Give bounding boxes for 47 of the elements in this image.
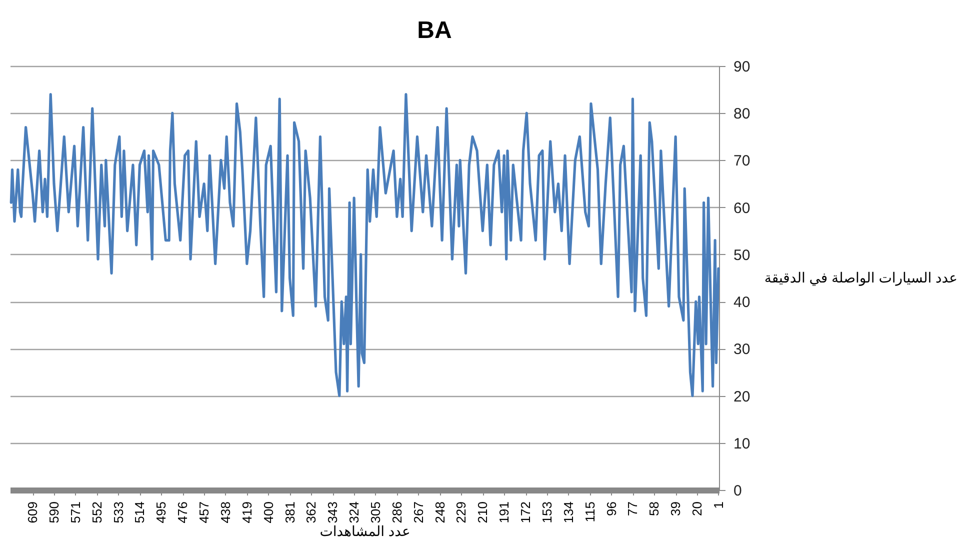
x-tick-label: 267: [410, 502, 426, 524]
y-tick-label: 30: [734, 341, 750, 358]
x-tick-label: 20: [690, 502, 704, 516]
chart-title: BA: [417, 17, 452, 44]
x-tick-label: 533: [110, 502, 126, 524]
x-axis-title: عدد المشاهدات: [320, 523, 410, 540]
x-tick-label: 134: [560, 502, 576, 524]
x-tick-label: 96: [604, 502, 619, 516]
y-tick-label: 10: [734, 435, 750, 452]
x-tick-label: 172: [518, 502, 534, 524]
x-tick-label: 248: [432, 502, 448, 524]
x-tick-label: 590: [46, 502, 62, 524]
y-axis-title: عدد السيارات الواصلة في الدقيقة: [764, 270, 958, 286]
y-tick-label: 40: [734, 294, 750, 312]
x-tick-label: 571: [68, 502, 83, 524]
x-tick-label: 495: [154, 502, 169, 524]
y-tick-label: 90: [734, 58, 750, 76]
x-tick-label: 609: [25, 502, 40, 524]
x-tick-label: 476: [175, 502, 190, 524]
x-tick-label: 343: [325, 502, 340, 524]
x-tick-label: 438: [218, 502, 233, 524]
x-tick-label: 305: [368, 502, 383, 524]
x-tick-label: 1: [710, 502, 726, 509]
x-tick-label: 419: [239, 502, 254, 524]
x-tick-label: 381: [282, 502, 298, 524]
x-tick-label: 362: [304, 502, 319, 524]
y-tick-label: 70: [734, 152, 750, 170]
y-tick-label: 60: [734, 200, 750, 217]
x-tick-label: 324: [346, 502, 362, 524]
x-tick-label: 457: [196, 502, 212, 524]
x-tick-label: 191: [496, 502, 512, 524]
x-tick-label: 552: [89, 502, 104, 524]
x-tick-label: 400: [260, 502, 276, 524]
x-tick-label: 77: [625, 502, 640, 516]
x-tick-label: 286: [389, 502, 404, 524]
x-tick-label: 153: [539, 502, 554, 524]
x-tick-label: 514: [132, 502, 148, 524]
x-tick-label: 115: [582, 502, 598, 522]
x-tick-label: 210: [475, 502, 490, 524]
y-tick-label: 20: [734, 388, 750, 406]
x-tick-label: 58: [646, 502, 662, 516]
y-tick-label: 50: [734, 246, 750, 264]
line-series: [10, 92, 720, 398]
y-tick-label: 0: [734, 482, 742, 500]
x-tick-label: 39: [668, 502, 684, 516]
x-tick-label: 229: [454, 502, 469, 524]
y-tick-label: 80: [734, 106, 750, 123]
